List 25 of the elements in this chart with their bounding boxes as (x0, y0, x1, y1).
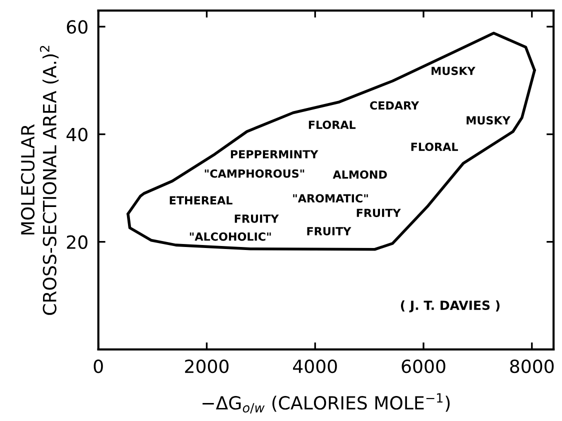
x-axis-title: −ΔG$_{o/w}$ (CALORIES MOLE$^{−1}$) (202, 393, 450, 414)
annotation: CEDARY (370, 101, 420, 110)
annotation: ALMOND (332, 170, 387, 179)
x-tick-label: 8000 (510, 359, 554, 374)
annotation: FRUITY (234, 214, 279, 223)
annotation: ETHEREAL (170, 196, 232, 204)
annotation: FRUITY (307, 227, 352, 236)
y-tick-label: 20 (66, 235, 88, 249)
annotation: "AROMATIC" (293, 194, 368, 203)
x-tick-label: 4000 (293, 359, 337, 374)
annotation: FLORAL (308, 120, 356, 129)
annotation: FRUITY (356, 208, 401, 218)
x-tick-label: 6000 (402, 359, 446, 374)
annotation: "ALCOHOLIC" (190, 232, 271, 241)
annotation: MUSKY (432, 66, 476, 76)
annotation: MUSKY (466, 116, 510, 125)
x-tick-label: 0 (94, 359, 103, 374)
annotation: PEPPERMINTY (230, 150, 318, 158)
y-axis-title: MOLECULAR CROSS-SECTIONAL AREA (A.)$^{2}$ (20, 46, 59, 315)
annotation: FLORAL (411, 142, 458, 152)
y-tick-label: 40 (66, 128, 88, 142)
annotation: ( J. T. DAVIES ) (400, 300, 500, 312)
annotation: "CAMPHOROUS" (204, 169, 304, 178)
y-tick-label: 60 (66, 20, 88, 34)
x-tick-label: 2000 (185, 359, 229, 374)
